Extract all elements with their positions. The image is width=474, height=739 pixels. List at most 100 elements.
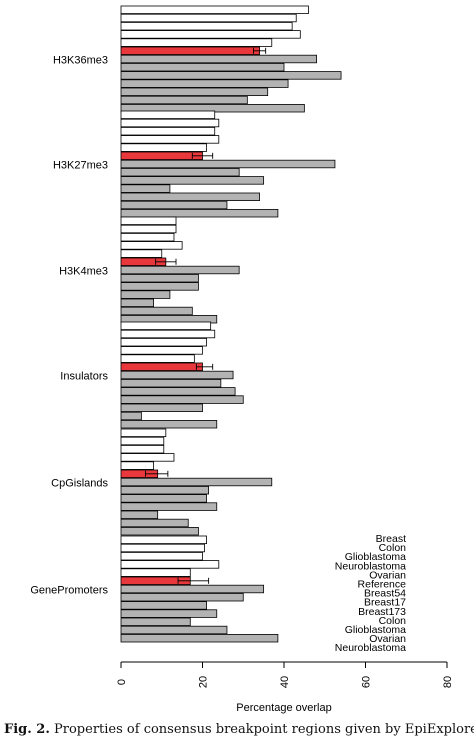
bar-grey bbox=[120, 370, 234, 380]
bar-white bbox=[120, 5, 309, 14]
bar-grey bbox=[120, 192, 260, 201]
bars-layer bbox=[120, 5, 342, 643]
bar-grey bbox=[120, 378, 222, 388]
group-label: Insulators bbox=[60, 370, 108, 382]
legend: BreastColonGlioblastomaNeuroblastomaOvar… bbox=[335, 533, 406, 654]
legend-entry: Breast bbox=[376, 533, 406, 545]
bar-white bbox=[120, 13, 297, 23]
legend-entry: Ovarian bbox=[369, 569, 406, 581]
bar-white bbox=[120, 241, 183, 250]
bar-grey bbox=[120, 273, 199, 283]
bar-grey bbox=[120, 208, 279, 218]
bar-white bbox=[120, 461, 154, 470]
bar-white bbox=[120, 127, 216, 136]
legend-entry: Breast17 bbox=[364, 597, 406, 609]
bar-grey bbox=[120, 609, 218, 618]
error-bar bbox=[195, 363, 214, 370]
bar-white bbox=[120, 110, 216, 119]
bar-grey bbox=[120, 527, 199, 536]
group-label: H3K36me3 bbox=[53, 54, 108, 66]
bar-white bbox=[120, 568, 191, 577]
bar-grey bbox=[120, 200, 228, 210]
bar-grey bbox=[120, 79, 289, 88]
bar-grey bbox=[120, 494, 207, 503]
bar-grey bbox=[120, 387, 236, 396]
error-bar bbox=[252, 47, 267, 54]
x-axis: 0 20 40 60 80 bbox=[116, 661, 454, 688]
bar-grey bbox=[120, 419, 218, 429]
bar-grey bbox=[120, 477, 273, 487]
group-label: H3K4me3 bbox=[59, 265, 108, 277]
bar-grey bbox=[120, 298, 154, 307]
bar-white bbox=[120, 249, 163, 258]
bar-grey bbox=[120, 625, 228, 635]
bar-grey bbox=[120, 306, 193, 316]
x-tick-label: 80 bbox=[442, 676, 454, 688]
bar-grey bbox=[120, 403, 203, 412]
caption-text: Properties of consensus breakpoint regio… bbox=[49, 722, 474, 737]
legend-entry: Glioblastoma bbox=[345, 624, 406, 636]
bar-grey bbox=[120, 510, 159, 519]
bar-white bbox=[120, 321, 212, 330]
bar-reference bbox=[120, 151, 203, 160]
group-label: GenePromoters bbox=[30, 584, 108, 596]
bar-white bbox=[120, 21, 293, 31]
bar-grey bbox=[120, 176, 265, 185]
legend-entry: Reference bbox=[358, 579, 407, 591]
bar-white bbox=[120, 216, 177, 225]
legend-entry: Colon bbox=[379, 542, 407, 554]
bar-white bbox=[120, 346, 203, 355]
bar-grey bbox=[120, 502, 218, 511]
bar-grey bbox=[120, 634, 279, 643]
bar-reference bbox=[120, 362, 203, 371]
legend-entry: Ovarian bbox=[369, 633, 406, 645]
bar-grey bbox=[120, 265, 240, 275]
bar-white bbox=[120, 428, 167, 437]
bar-white bbox=[120, 560, 220, 569]
error-bar bbox=[155, 258, 177, 265]
bar-grey bbox=[120, 395, 244, 404]
legend-entry: Breast173 bbox=[358, 606, 406, 618]
bar-grey bbox=[120, 485, 210, 495]
bar-white bbox=[120, 552, 203, 561]
bar-grey bbox=[120, 617, 191, 626]
x-axis-label: Percentage overlap bbox=[236, 702, 331, 714]
bar-white bbox=[120, 143, 207, 152]
bar-grey bbox=[120, 593, 244, 602]
legend-entry: Breast54 bbox=[364, 588, 406, 600]
bar-white bbox=[120, 224, 177, 234]
bar-grey bbox=[120, 63, 285, 72]
bar-grey bbox=[120, 290, 171, 299]
bar-grey bbox=[120, 54, 318, 64]
bar-white bbox=[120, 38, 273, 47]
bar-grey bbox=[120, 167, 240, 177]
bar-white bbox=[120, 535, 207, 544]
bar-grey bbox=[120, 584, 265, 594]
bar-grey bbox=[120, 95, 248, 105]
bar-reference bbox=[120, 46, 260, 55]
bar-white bbox=[120, 354, 195, 363]
bar-grey bbox=[120, 518, 189, 528]
bar-white bbox=[120, 118, 220, 128]
caption-label: Fig. 2. bbox=[4, 722, 50, 737]
bar-white bbox=[120, 444, 165, 454]
legend-entry: Neuroblastoma bbox=[335, 560, 406, 572]
error-bar bbox=[177, 577, 210, 584]
bar-white bbox=[120, 453, 175, 462]
bar-white bbox=[120, 232, 175, 242]
bar-white bbox=[120, 436, 165, 446]
legend-entry: Colon bbox=[379, 615, 407, 627]
bar-white bbox=[120, 135, 220, 144]
group-labels: H3K36me3 H3K27me3 H3K4me3 Insulators CpGisla… bbox=[30, 54, 108, 596]
group-label: H3K27me3 bbox=[53, 159, 108, 171]
bar-grey bbox=[120, 159, 336, 169]
group-label: CpGislands bbox=[51, 477, 108, 489]
bar-grey bbox=[120, 282, 199, 291]
bar-grey bbox=[120, 411, 142, 421]
error-bar bbox=[144, 470, 169, 477]
legend-entry: Glioblastoma bbox=[345, 551, 406, 563]
error-bar bbox=[191, 152, 214, 159]
x-tick-label: 0 bbox=[116, 679, 128, 685]
bar-grey bbox=[120, 71, 342, 80]
bar-grey bbox=[120, 184, 171, 193]
